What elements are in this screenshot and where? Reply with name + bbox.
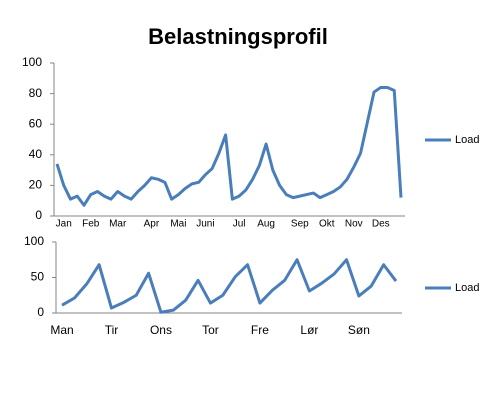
x-tick-label: Nov — [345, 219, 363, 230]
y-tick-label: 40 — [29, 147, 43, 161]
x-tick-label: Apr — [144, 219, 160, 230]
legend-label: Load — [455, 282, 479, 294]
x-tick-label: Okt — [319, 219, 335, 230]
x-tick-label: Jan — [56, 219, 72, 230]
x-tick-label: Fre — [251, 323, 269, 337]
y-tick-label: 100 — [22, 55, 42, 69]
x-tick-label: Ons — [150, 323, 172, 337]
x-tick-label: Jul — [233, 219, 246, 230]
y-tick-label: 80 — [29, 86, 43, 100]
y-tick-label: 100 — [24, 234, 44, 248]
x-tick-label: Man — [50, 323, 73, 337]
x-tick-label: Sep — [291, 219, 309, 230]
x-tick-label: Mai — [170, 219, 186, 230]
data-line — [55, 85, 403, 207]
legend-label: Load — [455, 134, 479, 146]
y-tick-label: 60 — [29, 116, 43, 130]
y-tick-label: 50 — [31, 270, 45, 284]
y-tick-label: 0 — [37, 305, 44, 319]
x-tick-label: Lør — [300, 323, 318, 337]
chart-title: Belastningsprofil — [148, 24, 328, 49]
x-tick-label: Aug — [257, 219, 275, 230]
x-tick-label: Des — [372, 219, 390, 230]
x-tick-label: Tor — [202, 323, 219, 337]
y-tick-label: 20 — [29, 178, 43, 192]
data-line — [61, 258, 398, 314]
x-tick-label: Tir — [105, 323, 119, 337]
x-tick-label: Søn — [348, 323, 370, 337]
y-tick-label: 0 — [35, 208, 42, 222]
x-tick-label: Juni — [196, 219, 214, 230]
x-tick-label: Feb — [82, 219, 100, 230]
x-tick-label: Mar — [109, 219, 127, 230]
